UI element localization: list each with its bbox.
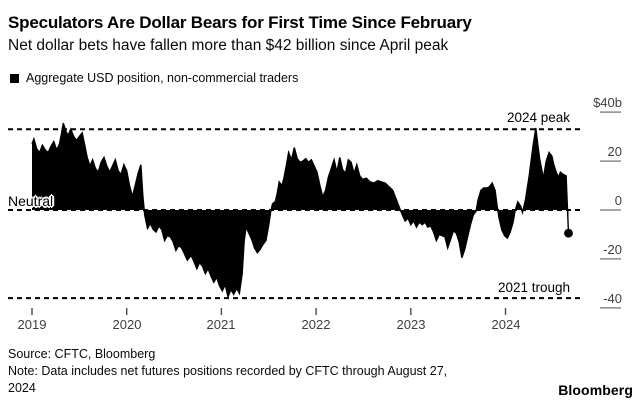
area-fill — [32, 123, 569, 297]
y-tick-label--20: -20 — [603, 242, 622, 257]
bloomberg-logo: Bloomberg — [558, 382, 633, 398]
y-tick-label-0: 0 — [614, 193, 622, 208]
chart-footer: Source: CFTC, Bloomberg Note: Data inclu… — [8, 346, 447, 397]
annotation-2024-peak: 2024 peak — [506, 110, 570, 125]
x-tick-label-2022: 2022 — [301, 317, 331, 332]
x-tick-label-2023: 2023 — [396, 317, 426, 332]
x-tick-label-2024: 2024 — [491, 317, 521, 332]
page-title: Speculators Are Dollar Bears for First T… — [8, 13, 472, 32]
y-tick-label-40: $40b — [593, 95, 622, 110]
x-tick-label-2019: 2019 — [17, 317, 47, 332]
series-line — [31, 122, 570, 300]
note-text-line1: Note: Data includes net futures position… — [8, 364, 448, 378]
legend-label: Aggregate USD position, non-commercial t… — [26, 71, 299, 85]
x-tick-label-2021: 2021 — [206, 317, 236, 332]
annotation-neutral: Neutral — [8, 193, 54, 209]
x-tick-label-2020: 2020 — [112, 317, 142, 332]
source-text: Source: CFTC, Bloomberg — [8, 347, 156, 361]
legend-swatch-icon — [10, 73, 19, 83]
chart-legend: Aggregate USD position, non-commercial t… — [10, 71, 298, 85]
y-tick-label--40: -40 — [603, 291, 622, 306]
annotation-2021-trough: 2021 trough — [497, 280, 570, 295]
y-tick-label-20: 20 — [607, 144, 622, 159]
chart-subtitle: Net dollar bets have fallen more than $4… — [8, 37, 449, 54]
note-text-line2: 2024 — [8, 381, 36, 395]
endpoint-dot — [564, 228, 573, 238]
